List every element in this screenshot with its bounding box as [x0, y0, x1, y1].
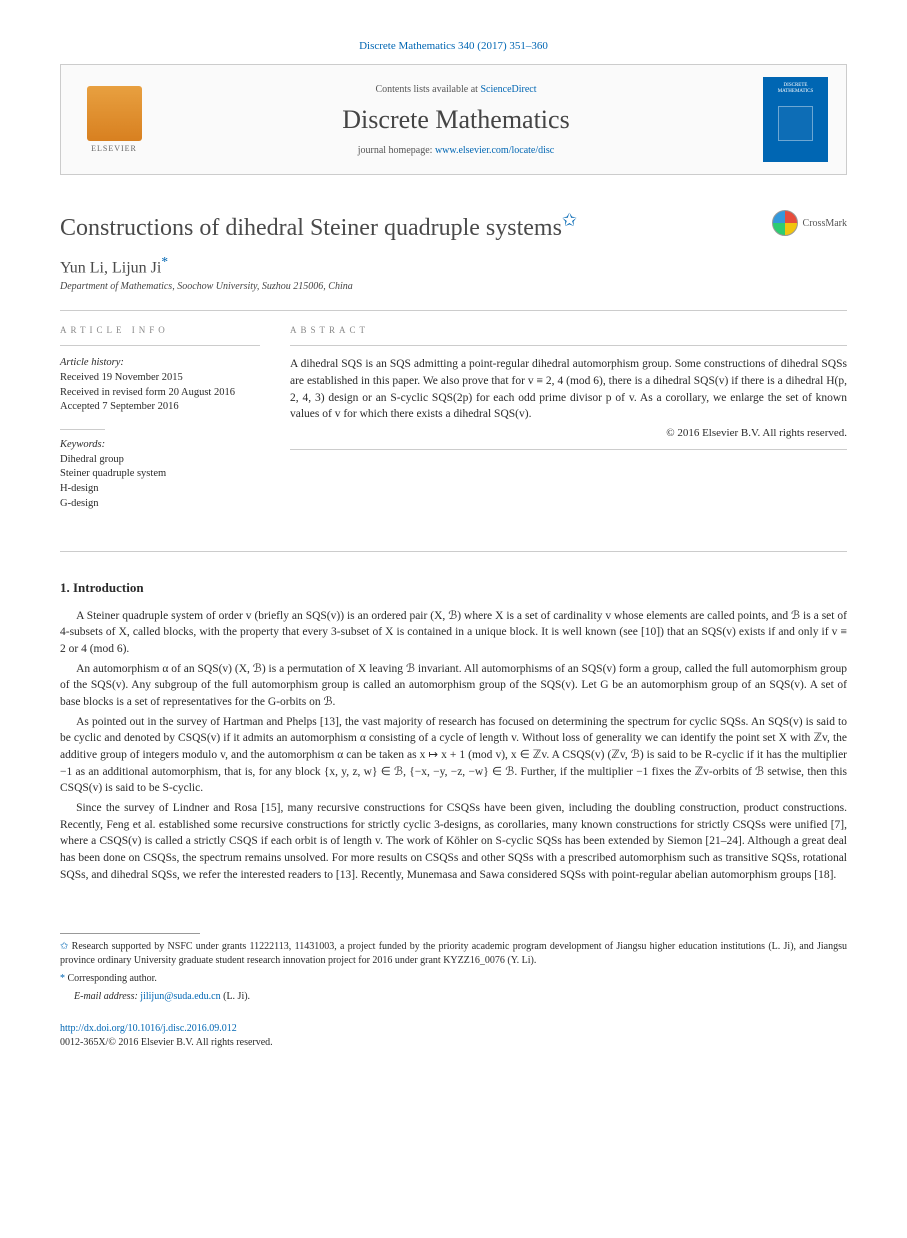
funding-text: Research supported by NSFC under grants …: [60, 941, 847, 966]
journal-header: ELSEVIER Contents lists available at Sci…: [60, 64, 847, 175]
affiliation: Department of Mathematics, Soochow Unive…: [60, 281, 847, 292]
email-footnote: E-mail address: jilijun@suda.edu.cn (L. …: [60, 990, 847, 1004]
keyword: Steiner quadruple system: [60, 467, 260, 482]
abstract-copyright: © 2016 Elsevier B.V. All rights reserved…: [290, 427, 847, 439]
cover-title: DISCRETE MATHEMATICS: [767, 83, 824, 94]
abstract-heading: abstract: [290, 325, 847, 335]
keywords-label: Keywords:: [60, 438, 260, 453]
accepted-date: Accepted 7 September 2016: [60, 400, 260, 415]
authors: Yun Li, Lijun Ji*: [60, 254, 847, 277]
email-label: E-mail address:: [74, 991, 140, 1002]
divider: [60, 345, 260, 346]
cover-graphic-icon: [778, 106, 813, 141]
article-title: Constructions of dihedral Steiner quadru…: [60, 210, 577, 242]
article-info-heading: article info: [60, 325, 260, 335]
journal-reference: Discrete Mathematics 340 (2017) 351–360: [60, 40, 847, 52]
email-link[interactable]: jilijun@suda.edu.cn: [140, 991, 220, 1002]
divider: [290, 345, 847, 346]
abstract-column: abstract A dihedral SQS is an SQS admitt…: [290, 325, 847, 525]
corresponding-mark: *: [161, 254, 168, 269]
body-paragraph: As pointed out in the survey of Hartman …: [60, 714, 847, 797]
crossmark-icon: [772, 210, 798, 236]
corr-text: Corresponding author.: [65, 973, 157, 984]
footnote-rule: [60, 933, 200, 934]
header-center: Contents lists available at ScienceDirec…: [149, 84, 763, 156]
keywords-block: Keywords: Dihedral group Steiner quadrup…: [60, 438, 260, 511]
divider: [60, 551, 847, 552]
author-names: Yun Li, Lijun Ji: [60, 259, 161, 276]
page-footer: http://dx.doi.org/10.1016/j.disc.2016.09…: [60, 1022, 847, 1050]
elsevier-logo[interactable]: ELSEVIER: [79, 80, 149, 160]
homepage-prefix: journal homepage:: [358, 145, 435, 156]
footnotes: ✩ Research supported by NSFC under grant…: [60, 933, 847, 1004]
homepage-link[interactable]: www.elsevier.com/locate/disc: [435, 145, 554, 156]
sciencedirect-link[interactable]: ScienceDirect: [480, 84, 536, 95]
article-info-column: article info Article history: Received 1…: [60, 325, 260, 525]
issn-copyright: 0012-365X/© 2016 Elsevier B.V. All right…: [60, 1036, 847, 1050]
info-abstract-row: article info Article history: Received 1…: [60, 325, 847, 525]
title-row: Constructions of dihedral Steiner quadru…: [60, 210, 847, 242]
journal-name: Discrete Mathematics: [149, 105, 763, 135]
title-text: Constructions of dihedral Steiner quadru…: [60, 215, 562, 241]
corresponding-footnote: * Corresponding author.: [60, 972, 847, 986]
title-footnote-mark: ✩: [562, 210, 577, 230]
body-paragraph: A Steiner quadruple system of order v (b…: [60, 608, 847, 658]
contents-prefix: Contents lists available at: [375, 84, 480, 95]
crossmark-badge[interactable]: CrossMark: [772, 210, 847, 236]
abstract-text: A dihedral SQS is an SQS admitting a poi…: [290, 356, 847, 423]
body-paragraph: An automorphism α of an SQS(v) (X, ℬ) is…: [60, 661, 847, 711]
history-label: Article history:: [60, 356, 260, 371]
homepage-line: journal homepage: www.elsevier.com/locat…: [149, 145, 763, 156]
body-paragraph: Since the survey of Lindner and Rosa [15…: [60, 800, 847, 883]
section-heading-introduction: 1. Introduction: [60, 580, 847, 596]
keyword: Dihedral group: [60, 453, 260, 468]
doi-link[interactable]: http://dx.doi.org/10.1016/j.disc.2016.09…: [60, 1022, 847, 1036]
received-date: Received 19 November 2015: [60, 371, 260, 386]
elsevier-text: ELSEVIER: [91, 144, 137, 153]
divider: [60, 310, 847, 311]
elsevier-tree-icon: [87, 86, 142, 141]
keyword: G-design: [60, 497, 260, 512]
article-history-block: Article history: Received 19 November 20…: [60, 356, 260, 415]
crossmark-label: CrossMark: [803, 218, 847, 229]
revised-date: Received in revised form 20 August 2016: [60, 386, 260, 401]
journal-cover-thumbnail[interactable]: DISCRETE MATHEMATICS: [763, 77, 828, 162]
keyword: H-design: [60, 482, 260, 497]
divider: [290, 449, 847, 450]
divider: [60, 429, 105, 430]
funding-footnote: ✩ Research supported by NSFC under grant…: [60, 940, 847, 968]
email-suffix: (L. Ji).: [221, 991, 250, 1002]
contents-available-line: Contents lists available at ScienceDirec…: [149, 84, 763, 95]
